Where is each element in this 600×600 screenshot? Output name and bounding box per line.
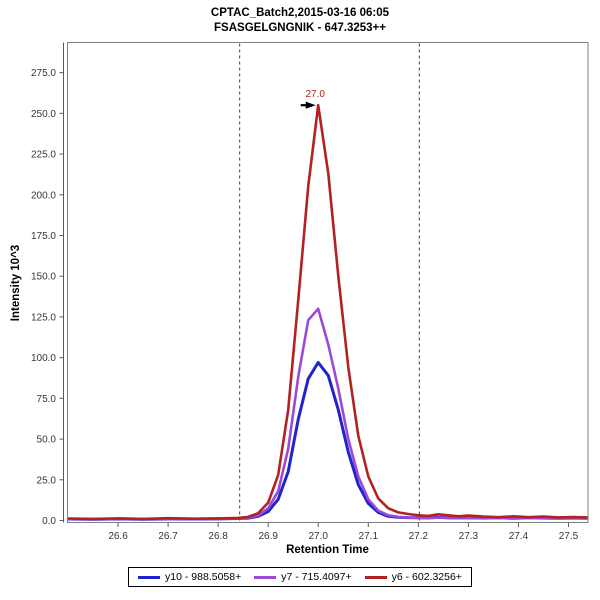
x-axis-label: Retention Time (286, 544, 369, 556)
legend-label-y7: y7 - 715.4097+ (281, 571, 352, 583)
y-tick-label: 125.0 (31, 312, 56, 323)
legend-label-y6: y6 - 602.3256+ (391, 571, 462, 583)
x-tick-label: 27.4 (509, 531, 529, 542)
peak-pointer-icon (305, 101, 316, 109)
plot-border (67, 42, 589, 523)
y-tick-label: 150.0 (31, 272, 56, 283)
chart-title: CPTAC_Batch2,2015-03-16 06:05 (210, 7, 390, 19)
y-tick-label: 275.0 (31, 68, 56, 79)
series-line-y6 (67, 103, 588, 521)
x-tick-label: 27.5 (559, 531, 579, 542)
legend-item-y6: y6 - 602.3256+ (364, 571, 462, 583)
y-tick-label: 50.0 (37, 435, 57, 446)
x-tick-label: 27.2 (409, 531, 429, 542)
x-tick-label: 27.1 (359, 531, 379, 542)
x-tick-label: 27.3 (459, 531, 479, 542)
x-tick-label: 27.0 (309, 531, 329, 542)
y-tick-label: 225.0 (31, 150, 56, 161)
y-tick-label: 175.0 (31, 231, 56, 242)
plot-area[interactable] (67, 42, 589, 523)
y-tick-label: 75.0 (37, 394, 57, 405)
legend: y10 - 988.5058+ y7 - 715.4097+ y6 - 602.… (128, 567, 472, 587)
x-tick-label: 26.7 (158, 531, 178, 542)
x-tick-label: 26.6 (108, 531, 128, 542)
y-tick-label: 100.0 (31, 353, 56, 364)
x-tick-label: 26.8 (208, 531, 228, 542)
y-tick-label: 0.0 (42, 516, 56, 527)
y-axis-label: Intensity 10^3 (10, 244, 22, 322)
y-tick-label: 200.0 (31, 190, 56, 201)
y6-line-swatch-icon (364, 575, 387, 579)
chart-subtitle: FSASGELGNGNIK - 647.3253++ (214, 22, 386, 34)
y-tick-label: 250.0 (31, 109, 56, 120)
legend-item-y10: y10 - 988.5058+ (138, 571, 241, 583)
x-tick-label: 26.9 (258, 531, 278, 542)
legend-container: y10 - 988.5058+ y7 - 715.4097+ y6 - 602.… (0, 567, 600, 587)
peak-rt-annotation: 27.0 (306, 89, 326, 100)
y10-line-swatch-icon (138, 575, 161, 579)
legend-item-y7: y7 - 715.4097+ (254, 571, 352, 583)
chart-header: CPTAC_Batch2,2015-03-16 06:05 FSASGELGNG… (0, 6, 600, 36)
y-tick-label: 25.0 (37, 475, 57, 486)
y7-line-swatch-icon (254, 575, 277, 579)
legend-label-y10: y10 - 988.5058+ (165, 571, 242, 583)
